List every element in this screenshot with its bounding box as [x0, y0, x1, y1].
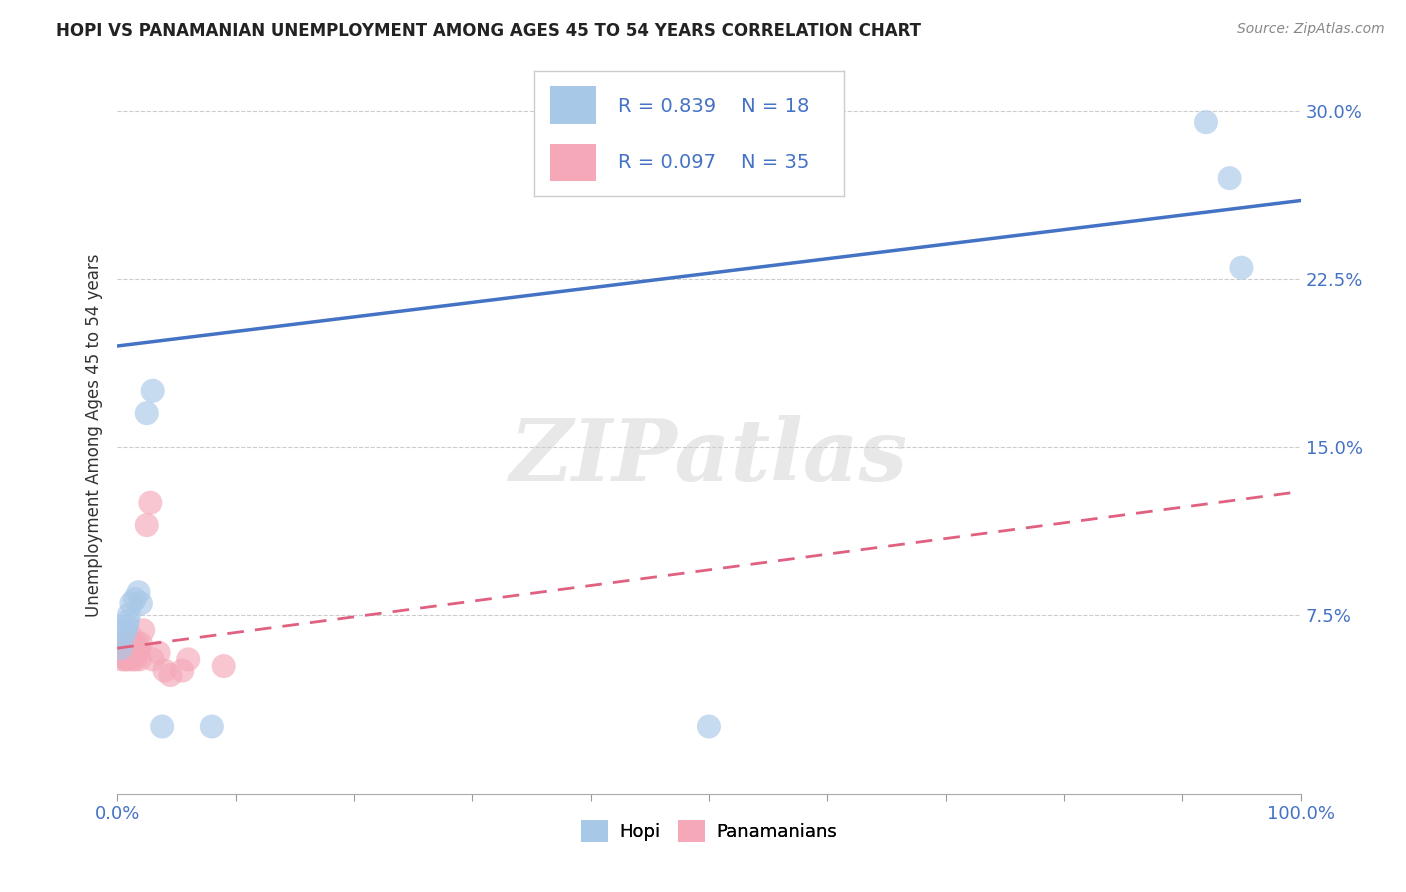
Point: [120, 630, 142, 644]
Point: [124, 591, 146, 606]
Point: [212, 659, 235, 673]
Point: [114, 652, 136, 666]
Point: [121, 652, 143, 666]
Point: [150, 719, 173, 733]
Point: [122, 646, 145, 660]
Point: [120, 641, 142, 656]
FancyBboxPatch shape: [550, 144, 596, 181]
Point: [139, 496, 162, 510]
Legend: Hopi, Panamanians: Hopi, Panamanians: [574, 813, 844, 849]
Point: [135, 518, 157, 533]
Point: [142, 652, 165, 666]
Y-axis label: Unemployment Among Ages 45 to 54 years: Unemployment Among Ages 45 to 54 years: [86, 254, 103, 617]
Point: [124, 641, 146, 656]
Point: [112, 641, 135, 656]
Point: [128, 641, 150, 656]
Point: [117, 652, 139, 666]
Point: [142, 384, 165, 398]
Point: [125, 637, 148, 651]
Point: [118, 637, 141, 651]
Point: [114, 637, 136, 651]
FancyBboxPatch shape: [550, 87, 596, 124]
Text: HOPI VS PANAMANIAN UNEMPLOYMENT AMONG AGES 45 TO 54 YEARS CORRELATION CHART: HOPI VS PANAMANIAN UNEMPLOYMENT AMONG AG…: [56, 22, 921, 40]
Point: [111, 652, 134, 666]
Point: [1195, 115, 1218, 129]
Point: [1230, 260, 1253, 275]
Point: [110, 641, 132, 656]
Text: R = 0.839    N = 18: R = 0.839 N = 18: [617, 97, 810, 116]
Point: [115, 646, 138, 660]
Point: [177, 652, 200, 666]
Point: [127, 646, 149, 660]
Point: [108, 646, 131, 660]
Point: [112, 630, 135, 644]
Text: ZIPatlas: ZIPatlas: [510, 416, 908, 499]
Point: [114, 624, 136, 638]
Point: [110, 641, 132, 656]
Point: [118, 646, 141, 660]
Text: R = 0.097    N = 35: R = 0.097 N = 35: [617, 153, 810, 172]
Point: [128, 652, 150, 666]
Point: [115, 619, 138, 633]
Point: [128, 585, 150, 599]
Point: [124, 652, 146, 666]
Point: [697, 719, 720, 733]
Point: [172, 664, 194, 678]
Point: [135, 406, 157, 420]
Point: [201, 719, 224, 733]
Text: Source: ZipAtlas.com: Source: ZipAtlas.com: [1237, 22, 1385, 37]
Point: [112, 637, 135, 651]
Point: [132, 624, 155, 638]
Point: [115, 641, 138, 656]
Point: [153, 664, 176, 678]
Point: [129, 596, 152, 610]
Point: [112, 650, 135, 665]
Point: [129, 637, 152, 651]
Point: [159, 668, 181, 682]
Point: [120, 596, 142, 610]
Point: [1219, 171, 1241, 186]
Point: [112, 646, 135, 660]
Point: [117, 615, 139, 629]
Point: [118, 607, 141, 622]
Point: [148, 646, 170, 660]
